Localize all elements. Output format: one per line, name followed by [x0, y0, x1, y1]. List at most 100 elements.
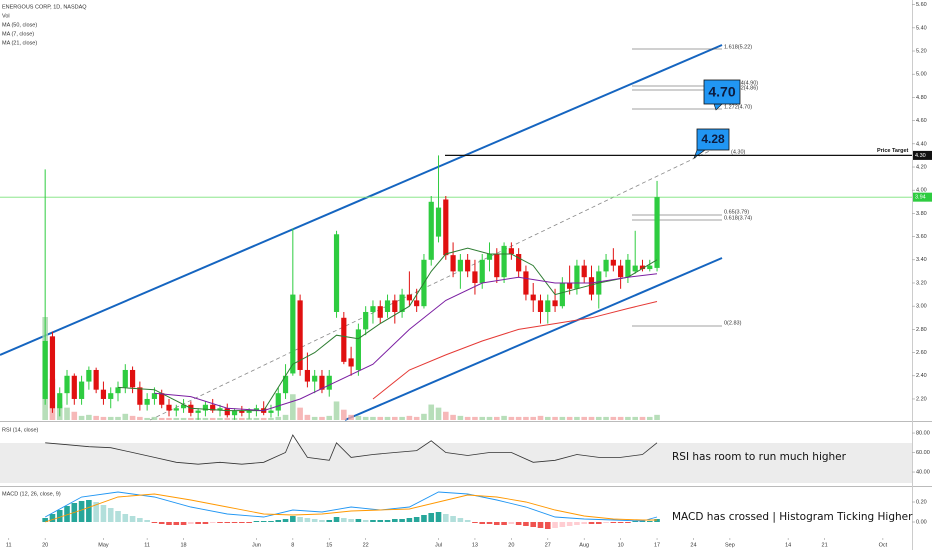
volume-bar [617, 416, 624, 420]
candle-body [319, 375, 325, 390]
volume-bar [355, 415, 362, 420]
volume-bar [435, 407, 442, 420]
candle-body [457, 259, 463, 272]
volume-bar [115, 416, 121, 420]
candle-body [180, 404, 187, 409]
legend-entry: Vol [2, 13, 10, 19]
volume-bar [78, 415, 85, 420]
histogram-bar [464, 520, 471, 522]
volume-bar [537, 415, 544, 420]
candle-body [49, 336, 56, 409]
volume-bar [239, 417, 245, 420]
candle-body [86, 369, 92, 382]
histogram-bar [581, 522, 588, 524]
last-price-label: 3.94 [915, 195, 926, 201]
histogram-bar [508, 522, 515, 524]
volume-bar [370, 416, 376, 420]
candle-body [188, 404, 194, 413]
legend-entry: MA (50, close) [2, 22, 37, 28]
volume-bar [552, 416, 558, 420]
volume-bar [479, 416, 486, 420]
candle-body [195, 410, 201, 413]
volume-bar [413, 416, 420, 420]
histogram-bar [559, 522, 566, 527]
x-tick-label: 17 [654, 542, 660, 548]
volume-bar [421, 413, 427, 420]
x-tick-label: Sep [725, 542, 735, 548]
volume-bar [508, 416, 515, 420]
candle-body [523, 271, 529, 295]
histogram-bar [384, 520, 391, 522]
histogram-bar [486, 522, 493, 524]
annotation: MACD has crossed | Histogram Ticking Hig… [672, 511, 913, 523]
candle-body [231, 410, 238, 416]
candle-body [479, 259, 485, 283]
x-tick-label: 27 [545, 542, 551, 548]
histogram-bar [166, 522, 172, 525]
candle-body [253, 408, 260, 411]
histogram-bar [479, 522, 486, 524]
histogram-bar [537, 522, 544, 528]
candle-body [363, 311, 369, 330]
histogram-bar [180, 522, 187, 525]
volume-bar [151, 416, 158, 420]
candle-body [312, 375, 318, 382]
volume-bar [260, 417, 267, 420]
volume-bar [282, 414, 289, 420]
histogram-bar [122, 514, 129, 522]
volume-bar [530, 416, 537, 420]
volume-bar [486, 416, 493, 420]
histogram-bar [224, 522, 231, 523]
candle-body [567, 282, 573, 289]
candle-body [486, 253, 493, 260]
candle-body [465, 259, 471, 272]
candle-body [501, 245, 507, 278]
y-tick-label: 5.20 [916, 48, 927, 54]
fib-label: 0.65(3.79) [724, 209, 749, 215]
histogram-bar [595, 522, 602, 524]
candle-body [581, 265, 587, 278]
callout-text: 4.28 [701, 132, 725, 146]
y-tick-label: 4.40 [916, 141, 927, 147]
x-tick-label: 14 [785, 542, 791, 548]
histogram-bar [406, 518, 413, 522]
histogram-bar [399, 519, 405, 522]
volume-bar [86, 414, 92, 420]
volume-bar [523, 416, 529, 420]
y-tick-label: 5.60 [916, 2, 927, 8]
volume-bar [574, 416, 580, 420]
histogram-bar [435, 512, 442, 522]
volume-bar [333, 401, 340, 420]
candle-body [625, 259, 631, 278]
volume-bar [180, 417, 187, 420]
fib-label: 1.382(4.86) [730, 85, 758, 91]
callout-box [703, 79, 741, 105]
histogram-bar [304, 518, 311, 522]
histogram-bar [617, 522, 624, 523]
volume-bar [253, 417, 260, 420]
histogram-bar [413, 517, 420, 522]
histogram-bar [493, 522, 500, 525]
volume-bar [304, 414, 311, 420]
candle-body [297, 300, 303, 370]
volume-bar [71, 411, 78, 420]
volume-bar [639, 416, 646, 420]
histogram-bar [253, 521, 260, 522]
y-tick-label: 0.20 [916, 499, 927, 505]
histogram-bar [115, 511, 121, 522]
x-tick-label: 18 [181, 542, 187, 548]
volume-bar [144, 417, 150, 420]
y-tick-label: 80.00 [916, 430, 930, 436]
fib-label: 0(2.83) [724, 320, 742, 326]
histogram-bar [282, 519, 289, 522]
histogram-bar [78, 501, 85, 522]
y-tick-label: 4.20 [916, 164, 927, 170]
histogram-bar [377, 520, 384, 522]
volume-bar [457, 415, 464, 420]
candle-body [443, 199, 449, 256]
histogram-bar [158, 522, 165, 524]
volume-bar [290, 394, 296, 420]
candle-body [290, 294, 296, 374]
candle-body [428, 201, 434, 260]
